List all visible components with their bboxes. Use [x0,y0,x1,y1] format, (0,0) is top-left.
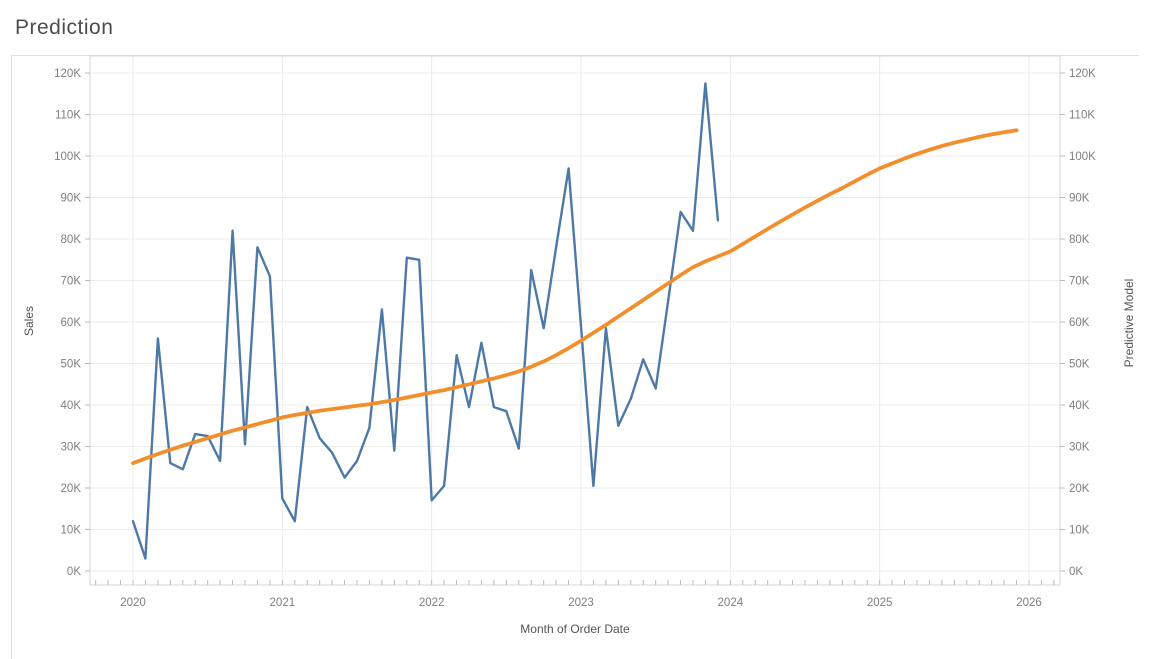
left-axis-tick-label: 60K [61,317,82,329]
zone-left-border-line [11,55,12,659]
sales-series-line[interactable] [131,82,720,560]
left-axis-tick-label: 10K [61,525,82,537]
left-axis-tick-label: 30K [61,442,82,454]
year-tick-label: 2025 [867,597,893,609]
right-axis-tick-label: 70K [1069,276,1090,288]
prediction-series-line[interactable] [131,128,1019,466]
year-tick-label: 2024 [718,597,744,609]
chart-title: Prediction [15,16,114,39]
right-axis-tick-label: 20K [1069,483,1090,495]
year-tick-label: 2022 [419,597,445,609]
left-axis-tick-label: 20K [61,483,82,495]
year-tick-label: 2020 [120,597,146,609]
left-axis-tick-label: 90K [61,193,82,205]
right-axis-tick-label: 80K [1069,234,1090,246]
bottom-axis-title: Month of Order Date [520,622,630,636]
left-axis-tick-label: 120K [54,68,81,80]
year-tick-label: 2023 [568,597,594,609]
right-axis-tick-label: 10K [1069,525,1090,537]
left-axis-tick-label: 70K [61,276,82,288]
right-axis-tick-label: 40K [1069,400,1090,412]
left-axis-tick-label: 100K [54,151,81,163]
right-axis-title: Predictive Model [1122,278,1136,368]
right-axis-tick-label: 90K [1069,193,1090,205]
left-axis-tick-label: 110K [55,110,81,122]
left-axis-tick-label: 40K [61,400,82,412]
plot-border [89,55,1061,586]
right-axis-tick-label: 50K [1069,359,1090,371]
right-axis-tick-label: 110K [1069,110,1095,122]
right-axis-tick-label: 120K [1069,68,1096,80]
year-tick-label: 2026 [1016,597,1042,609]
right-axis-tick-label: 0K [1069,566,1083,578]
year-tick-label: 2021 [270,597,296,609]
left-axis-tick-label: 0K [67,566,81,578]
left-axis-title: Sales [22,305,36,337]
left-axis-tick-label: 50K [61,359,82,371]
left-axis-tick-label: 80K [61,234,82,246]
right-axis-tick-label: 60K [1069,317,1090,329]
right-axis-tick-label: 30K [1069,442,1090,454]
right-axis-tick-label: 100K [1069,151,1096,163]
